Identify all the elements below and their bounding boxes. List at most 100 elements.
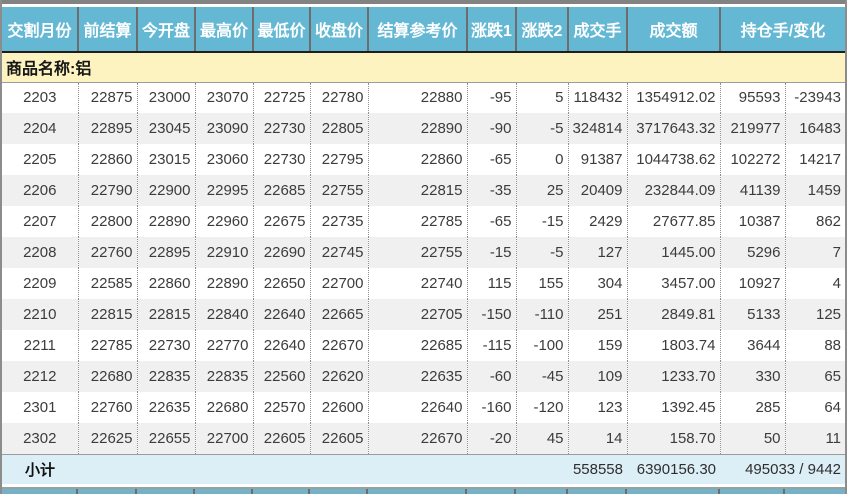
cell-close: 22735 xyxy=(310,206,369,237)
col-header-open-interest-change: 持仓手/变化 xyxy=(720,7,845,53)
col-header-high: 最高价 xyxy=(195,7,254,53)
cell-low: 22725 xyxy=(253,82,311,113)
cell-settlement-ref: 22740 xyxy=(368,268,468,299)
cell-close: 22745 xyxy=(310,237,369,268)
cell-low: 22640 xyxy=(253,330,311,361)
cell-open-interest: 50 xyxy=(720,423,786,454)
cell-close: 22780 xyxy=(310,82,369,113)
cell-open-interest: 5296 xyxy=(720,237,786,268)
cell-low: 22640 xyxy=(253,299,311,330)
section-divider xyxy=(2,487,845,489)
cell-settlement-ref: 22755 xyxy=(368,237,468,268)
cell-close: 22805 xyxy=(310,113,369,144)
cell-settlement-ref: 22635 xyxy=(368,361,468,392)
cell-prev-settlement: 22680 xyxy=(78,361,138,392)
cell-open: 22730 xyxy=(137,330,196,361)
subtotal-row: 小计 558558 6390156.30 495033 / 9442 xyxy=(2,453,845,484)
cell-open-interest: 41139 xyxy=(720,175,786,206)
cell-open-interest: 3644 xyxy=(720,330,786,361)
next-section-header-clipped xyxy=(2,489,845,494)
cell-volume: 123 xyxy=(568,392,628,423)
col-header-turnover: 成交额 xyxy=(627,7,721,53)
contract-row: 2211 22785 22730 22770 22640 22670 22685… xyxy=(2,330,845,361)
cell-high: 22960 xyxy=(195,206,254,237)
cell-low: 22570 xyxy=(253,392,311,423)
cell-volume: 109 xyxy=(568,361,628,392)
cell-change2: -45 xyxy=(516,361,569,392)
cell-oi-change: 88 xyxy=(785,330,845,361)
contract-row: 2207 22800 22890 22960 22675 22735 22785… xyxy=(2,206,845,237)
cell-open: 22835 xyxy=(137,361,196,392)
cell-turnover: 2849.81 xyxy=(627,299,721,330)
col-header-close: 收盘价 xyxy=(310,7,369,53)
cell-volume: 20409 xyxy=(568,175,628,206)
cell-oi-change: 11 xyxy=(785,423,845,454)
cell-settlement-ref: 22890 xyxy=(368,113,468,144)
cell-turnover: 1803.74 xyxy=(627,330,721,361)
cell-prev-settlement: 22760 xyxy=(78,237,138,268)
cell-turnover: 158.70 xyxy=(627,423,721,454)
cell-prev-settlement: 22815 xyxy=(78,299,138,330)
cell-open-interest: 330 xyxy=(720,361,786,392)
cell-turnover: 1044738.62 xyxy=(627,144,721,175)
contract-row: 2209 22585 22860 22890 22650 22700 22740… xyxy=(2,268,845,299)
cell-change1: -20 xyxy=(467,423,517,454)
cell-delivery-month: 2207 xyxy=(2,206,79,237)
cell-change2: 25 xyxy=(516,175,569,206)
cell-close: 22670 xyxy=(310,330,369,361)
cell-delivery-month: 2208 xyxy=(2,237,79,268)
cell-delivery-month: 2211 xyxy=(2,330,79,361)
cell-volume: 251 xyxy=(568,299,628,330)
cell-prev-settlement: 22585 xyxy=(78,268,138,299)
cell-change2: -110 xyxy=(516,299,569,330)
cell-change1: -35 xyxy=(467,175,517,206)
cell-turnover: 3717643.32 xyxy=(627,113,721,144)
cell-oi-change: 7 xyxy=(785,237,845,268)
cell-oi-change: 16483 xyxy=(785,113,845,144)
market-rows: 2203 22875 23000 23070 22725 22780 22880… xyxy=(2,82,845,454)
cell-oi-change: 125 xyxy=(785,299,845,330)
cell-delivery-month: 2209 xyxy=(2,268,79,299)
cell-close: 22795 xyxy=(310,144,369,175)
cell-change1: -15 xyxy=(467,237,517,268)
cell-change2: -15 xyxy=(516,206,569,237)
cell-high: 23070 xyxy=(195,82,254,113)
cell-settlement-ref: 22785 xyxy=(368,206,468,237)
cell-settlement-ref: 22815 xyxy=(368,175,468,206)
cell-prev-settlement: 22760 xyxy=(78,392,138,423)
cell-oi-change: 64 xyxy=(785,392,845,423)
cell-prev-settlement: 22785 xyxy=(78,330,138,361)
cell-turnover: 1354912.02 xyxy=(627,82,721,113)
cell-change1: -90 xyxy=(467,113,517,144)
cell-high: 22770 xyxy=(195,330,254,361)
col-header-volume: 成交手 xyxy=(568,7,628,53)
cell-volume: 304 xyxy=(568,268,628,299)
cell-open: 22655 xyxy=(137,423,196,454)
cell-high: 23060 xyxy=(195,144,254,175)
contract-row: 2301 22760 22635 22680 22570 22600 22640… xyxy=(2,392,845,423)
cell-prev-settlement: 22800 xyxy=(78,206,138,237)
cell-close: 22665 xyxy=(310,299,369,330)
contract-row: 2302 22625 22655 22700 22605 22605 22670… xyxy=(2,423,845,454)
cell-high: 23090 xyxy=(195,113,254,144)
col-header-change2: 涨跌2 xyxy=(516,7,569,53)
cell-change2: 45 xyxy=(516,423,569,454)
cell-open: 22890 xyxy=(137,206,196,237)
cell-low: 22730 xyxy=(253,144,311,175)
cell-change2: -5 xyxy=(516,237,569,268)
contract-row: 2212 22680 22835 22835 22560 22620 22635… xyxy=(2,361,845,392)
cell-volume: 324814 xyxy=(568,113,628,144)
cell-oi-change: 1459 xyxy=(785,175,845,206)
cell-oi-change: 862 xyxy=(785,206,845,237)
cell-open: 22895 xyxy=(137,237,196,268)
subtotal-label: 小计 xyxy=(2,453,78,484)
cell-prev-settlement: 22625 xyxy=(78,423,138,454)
contract-row: 2208 22760 22895 22910 22690 22745 22755… xyxy=(2,237,845,268)
cell-open-interest: 219977 xyxy=(720,113,786,144)
cell-close: 22700 xyxy=(310,268,369,299)
cell-change2: 5 xyxy=(516,82,569,113)
cell-prev-settlement: 22875 xyxy=(78,82,138,113)
cell-open: 23045 xyxy=(137,113,196,144)
cell-high: 22890 xyxy=(195,268,254,299)
cell-prev-settlement: 22895 xyxy=(78,113,138,144)
